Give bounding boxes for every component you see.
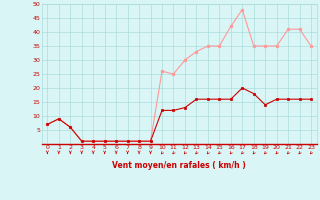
X-axis label: Vent moyen/en rafales ( km/h ): Vent moyen/en rafales ( km/h ): [112, 161, 246, 170]
